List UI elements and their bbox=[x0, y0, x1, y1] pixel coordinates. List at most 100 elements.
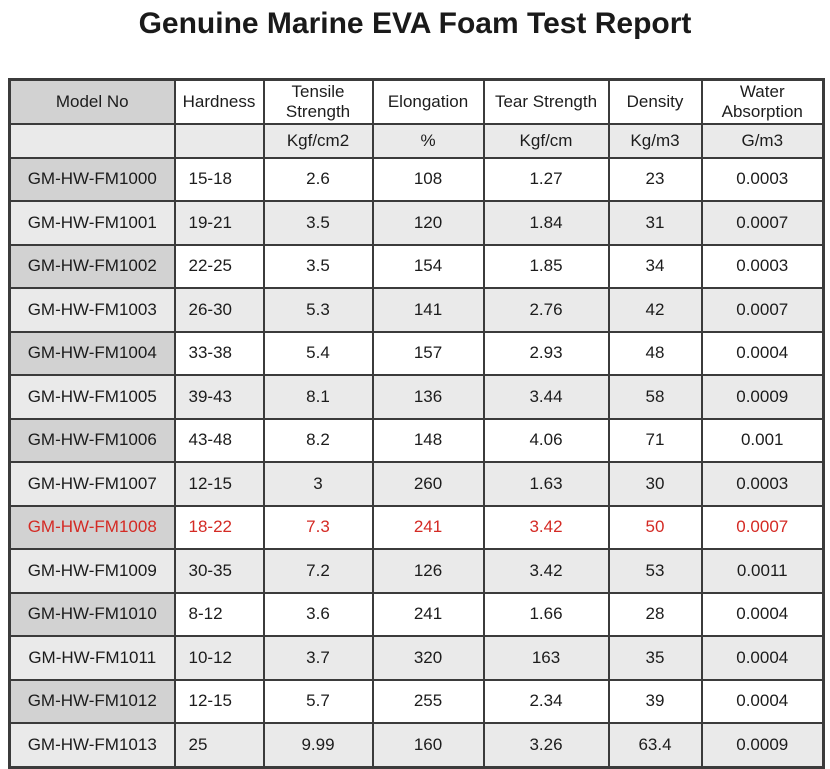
header-row: Model No Hardness Tensile Strength Elong… bbox=[8, 78, 825, 125]
cell-tensile: 7.3 bbox=[262, 504, 374, 551]
unit-hardness bbox=[173, 122, 265, 159]
cell-density: 42 bbox=[607, 287, 703, 333]
cell-water: 0.001 bbox=[700, 417, 825, 464]
cell-elongation: 157 bbox=[371, 330, 485, 377]
col-header-model-no: Model No bbox=[8, 78, 176, 125]
cell-density: 23 bbox=[607, 156, 703, 203]
cell-tensile: 5.7 bbox=[262, 678, 374, 725]
cell-model: GM-HW-FM1009 bbox=[8, 548, 176, 594]
cell-tear: 3.26 bbox=[482, 722, 610, 769]
col-header-tensile-strength: Tensile Strength bbox=[262, 78, 374, 125]
cell-tensile: 3.6 bbox=[262, 591, 374, 638]
cell-elongation: 108 bbox=[371, 156, 485, 203]
cell-water: 0.0004 bbox=[700, 678, 825, 725]
cell-tear: 1.27 bbox=[482, 156, 610, 203]
cell-tear: 1.63 bbox=[482, 461, 610, 507]
table-row: GM-HW-FM1004 33-38 5.4 157 2.93 48 0.0004 bbox=[8, 330, 825, 377]
cell-tear: 2.34 bbox=[482, 678, 610, 725]
cell-hardness: 12-15 bbox=[173, 461, 265, 507]
cell-model: GM-HW-FM1012 bbox=[8, 678, 176, 725]
cell-model: GM-HW-FM1013 bbox=[8, 722, 176, 769]
cell-elongation: 120 bbox=[371, 200, 485, 246]
report-title: Genuine Marine EVA Foam Test Report bbox=[138, 7, 692, 40]
cell-hardness: 43-48 bbox=[173, 417, 265, 464]
table-row: GM-HW-FM1009 30-35 7.2 126 3.42 53 0.0011 bbox=[8, 548, 825, 594]
cell-density: 71 bbox=[607, 417, 703, 464]
col-header-density: Density bbox=[607, 78, 703, 125]
cell-hardness: 8-12 bbox=[173, 591, 265, 638]
cell-model: GM-HW-FM1002 bbox=[8, 243, 176, 290]
cell-density: 31 bbox=[607, 200, 703, 246]
cell-water: 0.0004 bbox=[700, 591, 825, 638]
cell-density: 35 bbox=[607, 635, 703, 681]
cell-density: 63.4 bbox=[607, 722, 703, 769]
cell-tensile: 3.7 bbox=[262, 635, 374, 681]
table-row: GM-HW-FM1002 22-25 3.5 154 1.85 34 0.0003 bbox=[8, 243, 825, 290]
cell-model: GM-HW-FM1008 bbox=[8, 504, 176, 551]
cell-model: GM-HW-FM1011 bbox=[8, 635, 176, 681]
cell-tear: 2.76 bbox=[482, 287, 610, 333]
cell-hardness: 12-15 bbox=[173, 678, 265, 725]
cell-hardness: 19-21 bbox=[173, 200, 265, 246]
cell-water: 0.0007 bbox=[700, 504, 825, 551]
cell-tear: 4.06 bbox=[482, 417, 610, 464]
col-header-water-absorption: Water Absorption bbox=[700, 78, 825, 125]
cell-hardness: 10-12 bbox=[173, 635, 265, 681]
cell-model: GM-HW-FM1000 bbox=[8, 156, 176, 203]
unit-tensile-strength: Kgf/cm2 bbox=[262, 122, 374, 159]
cell-density: 48 bbox=[607, 330, 703, 377]
cell-model: GM-HW-FM1004 bbox=[8, 330, 176, 377]
cell-elongation: 141 bbox=[371, 287, 485, 333]
cell-hardness: 39-43 bbox=[173, 374, 265, 420]
cell-elongation: 260 bbox=[371, 461, 485, 507]
cell-hardness: 33-38 bbox=[173, 330, 265, 377]
table-row: GM-HW-FM1011 10-12 3.7 320 163 35 0.0004 bbox=[8, 635, 825, 681]
cell-density: 53 bbox=[607, 548, 703, 594]
cell-tensile: 8.1 bbox=[262, 374, 374, 420]
table-row: GM-HW-FM1012 12-15 5.7 255 2.34 39 0.0004 bbox=[8, 678, 825, 725]
cell-tensile: 3 bbox=[262, 461, 374, 507]
cell-water: 0.0003 bbox=[700, 461, 825, 507]
cell-tear: 3.42 bbox=[482, 504, 610, 551]
unit-density: Kg/m3 bbox=[607, 122, 703, 159]
table-row: GM-HW-FM1013 25 9.99 160 3.26 63.4 0.0009 bbox=[8, 722, 825, 769]
cell-density: 28 bbox=[607, 591, 703, 638]
units-row: Kgf/cm2 % Kgf/cm Kg/m3 G/m3 bbox=[8, 122, 825, 159]
table-row: GM-HW-FM1006 43-48 8.2 148 4.06 71 0.001 bbox=[8, 417, 825, 464]
unit-water-absorption: G/m3 bbox=[700, 122, 825, 159]
cell-elongation: 148 bbox=[371, 417, 485, 464]
cell-model: GM-HW-FM1010 bbox=[8, 591, 176, 638]
unit-tear-strength: Kgf/cm bbox=[482, 122, 610, 159]
table-row: GM-HW-FM1001 19-21 3.5 120 1.84 31 0.0007 bbox=[8, 200, 825, 246]
cell-hardness: 25 bbox=[173, 722, 265, 769]
col-header-tear-strength: Tear Strength bbox=[482, 78, 610, 125]
cell-model: GM-HW-FM1001 bbox=[8, 200, 176, 246]
cell-hardness: 30-35 bbox=[173, 548, 265, 594]
cell-water: 0.0007 bbox=[700, 200, 825, 246]
cell-tear: 1.85 bbox=[482, 243, 610, 290]
table-row: GM-HW-FM1007 12-15 3 260 1.63 30 0.0003 bbox=[8, 461, 825, 507]
cell-water: 0.0007 bbox=[700, 287, 825, 333]
cell-elongation: 320 bbox=[371, 635, 485, 681]
table-row: GM-HW-FM1008 18-22 7.3 241 3.42 50 0.0007 bbox=[8, 504, 825, 551]
cell-water: 0.0009 bbox=[700, 374, 825, 420]
cell-tear: 3.44 bbox=[482, 374, 610, 420]
cell-tensile: 3.5 bbox=[262, 243, 374, 290]
cell-model: GM-HW-FM1006 bbox=[8, 417, 176, 464]
table-body: GM-HW-FM1000 15-18 2.6 108 1.27 23 0.0003 GM-HW… bbox=[8, 156, 825, 769]
cell-tear: 2.93 bbox=[482, 330, 610, 377]
table-row: GM-HW-FM1005 39-43 8.1 136 3.44 58 0.0009 bbox=[8, 374, 825, 420]
cell-tear: 1.66 bbox=[482, 591, 610, 638]
table-row: GM-HW-FM1000 15-18 2.6 108 1.27 23 0.0003 bbox=[8, 156, 825, 203]
cell-tensile: 8.2 bbox=[262, 417, 374, 464]
cell-elongation: 241 bbox=[371, 591, 485, 638]
table-header: Model No Hardness Tensile Strength Elong… bbox=[8, 78, 825, 159]
cell-elongation: 241 bbox=[371, 504, 485, 551]
cell-water: 0.0003 bbox=[700, 156, 825, 203]
cell-density: 39 bbox=[607, 678, 703, 725]
cell-model: GM-HW-FM1007 bbox=[8, 461, 176, 507]
test-report-table: Model No Hardness Tensile Strength Elong… bbox=[8, 77, 825, 769]
cell-tensile: 5.3 bbox=[262, 287, 374, 333]
cell-tensile: 5.4 bbox=[262, 330, 374, 377]
cell-elongation: 136 bbox=[371, 374, 485, 420]
